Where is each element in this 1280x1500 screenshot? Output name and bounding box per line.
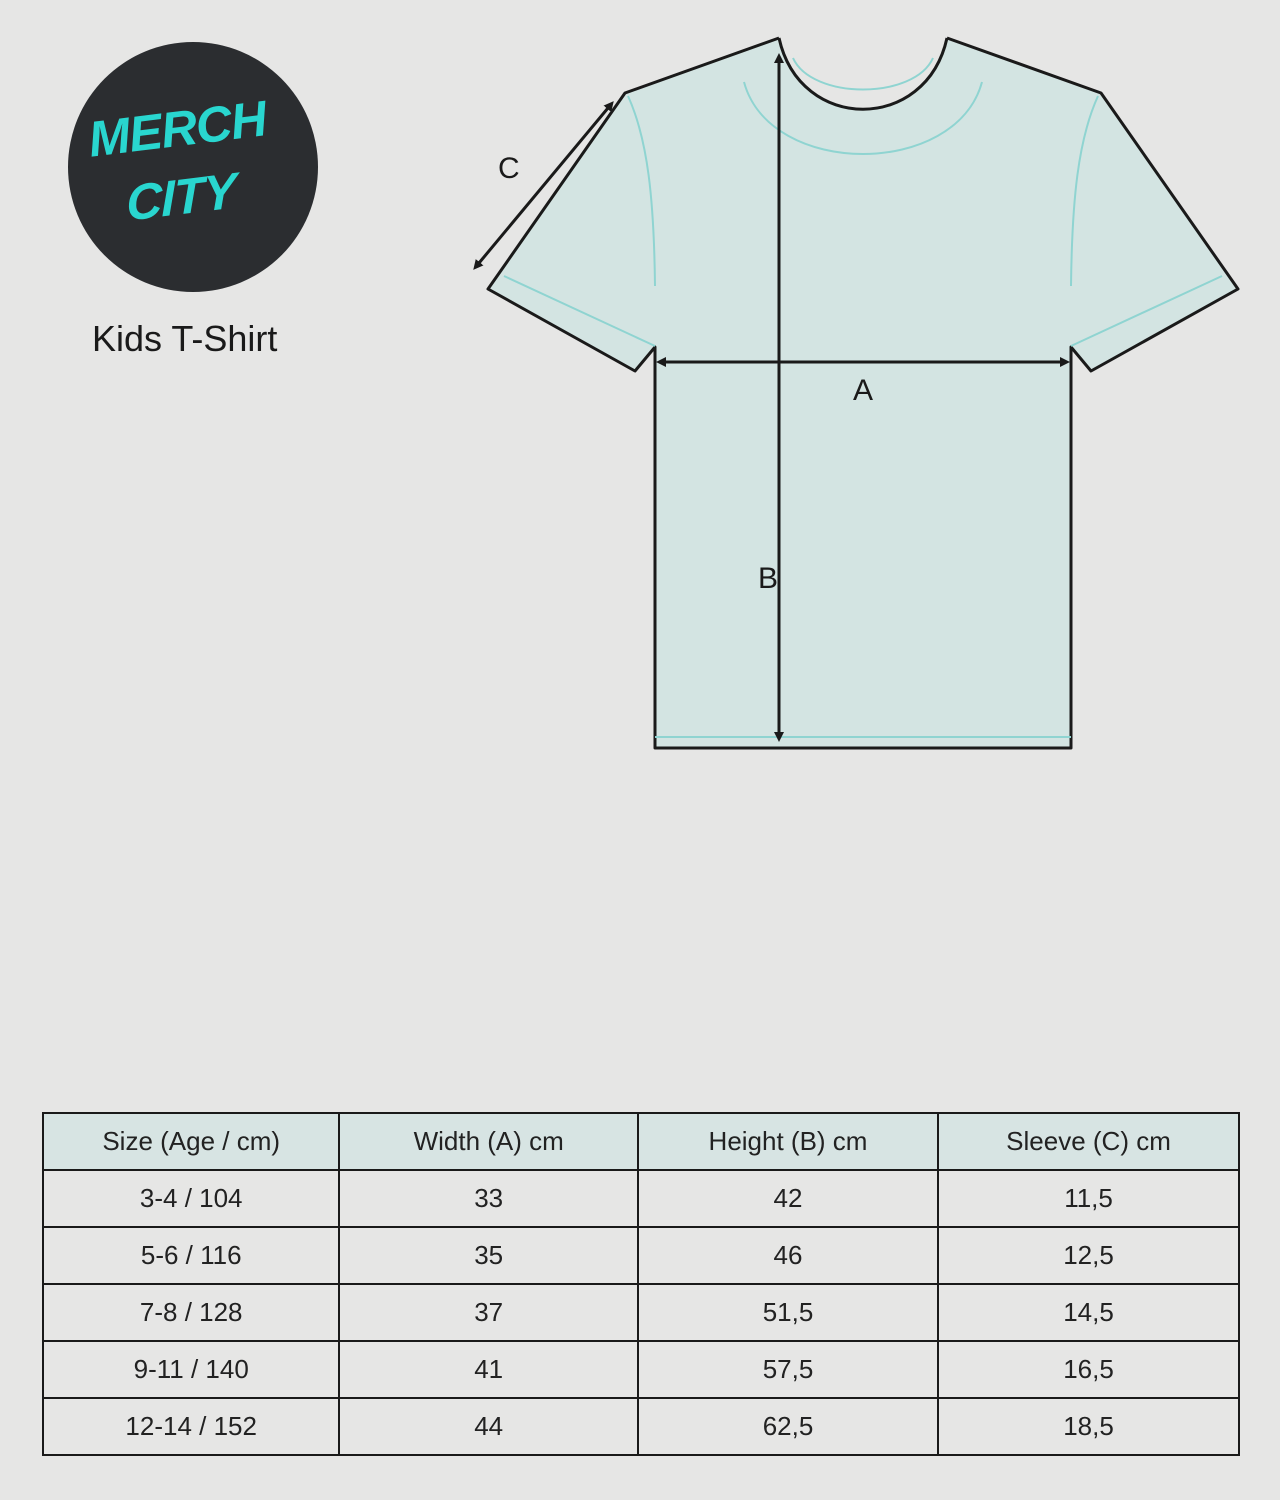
- svg-text:B: B: [758, 562, 778, 595]
- svg-text:C: C: [498, 152, 520, 185]
- svg-text:A: A: [853, 374, 873, 407]
